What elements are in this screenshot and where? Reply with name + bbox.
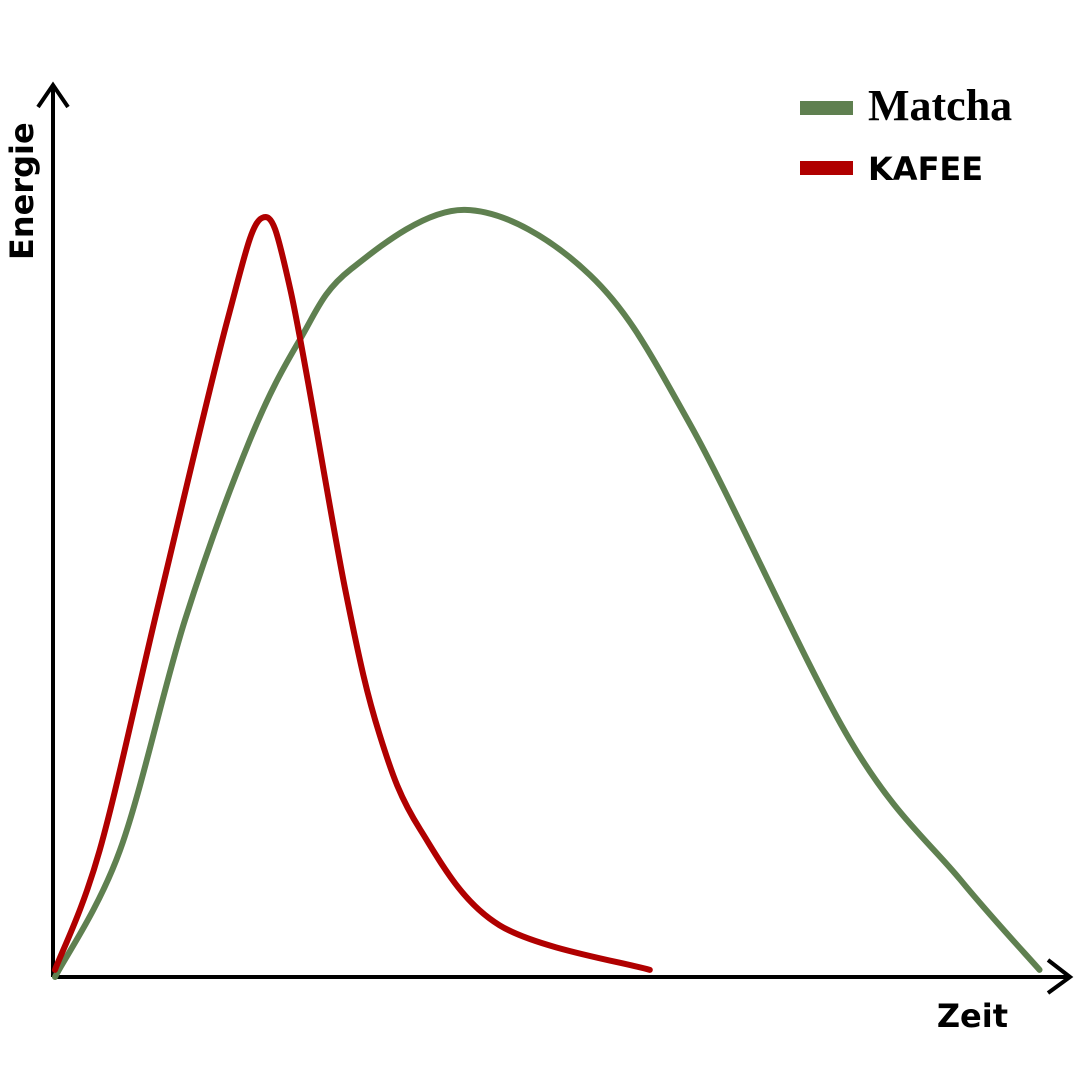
axes [36, 81, 1074, 995]
line [52, 214, 653, 973]
x-axis-label: Zeit [937, 997, 1008, 1035]
line [52, 206, 1043, 980]
legend-label: Matcha [868, 81, 1012, 130]
y-axis-label: Energie [3, 122, 41, 260]
legend-label: KAFEE [868, 150, 983, 188]
x-arrow [1046, 958, 1074, 995]
y-arrow [36, 81, 70, 109]
